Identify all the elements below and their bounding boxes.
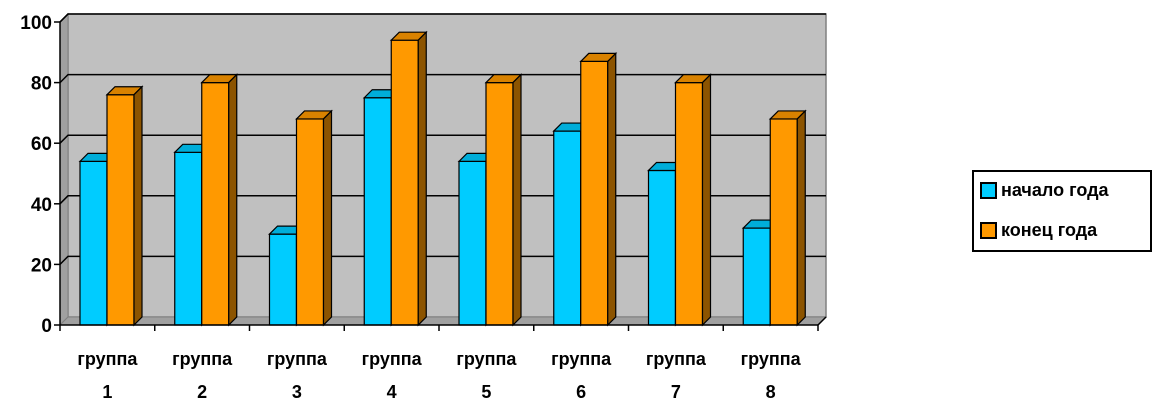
x-tick-label: группа 7 — [646, 349, 707, 402]
x-tick-label: группа 6 — [551, 349, 612, 402]
bar-side — [418, 32, 426, 325]
legend-swatch-end — [980, 222, 997, 239]
bar-front — [270, 234, 297, 325]
bar-side — [703, 75, 711, 325]
x-tick-label: группа 2 — [172, 349, 233, 402]
bar-front — [676, 83, 703, 325]
bar-side — [513, 75, 521, 325]
bar-front — [202, 83, 229, 325]
bar-front — [770, 119, 797, 325]
x-tick-label: группа 8 — [741, 349, 802, 402]
bar-side — [134, 87, 142, 325]
bar-front — [459, 161, 486, 325]
bar — [581, 53, 616, 325]
bar — [107, 87, 142, 325]
bar — [770, 111, 805, 325]
y-tick-label: 100 — [20, 13, 52, 34]
bar — [202, 75, 237, 325]
y-tick-label: 60 — [31, 134, 52, 155]
bar — [297, 111, 332, 325]
bar-front — [107, 95, 134, 325]
bar-front — [581, 61, 608, 325]
legend-item-end: конец года — [980, 220, 1097, 241]
bar — [486, 75, 521, 325]
x-tick-label: группа 1 — [77, 349, 138, 402]
bar-side — [608, 53, 616, 325]
bar-front — [554, 131, 581, 325]
bar-side — [797, 111, 805, 325]
legend-label-start: начало года — [1001, 180, 1109, 201]
bar-side — [229, 75, 237, 325]
bar — [391, 32, 426, 325]
bar-front — [486, 83, 513, 325]
legend-swatch-start — [980, 182, 997, 199]
x-tick-label: группа 4 — [362, 349, 423, 402]
y-tick-label: 40 — [31, 195, 52, 216]
bar-front — [175, 152, 202, 325]
y-tick-label: 80 — [31, 74, 52, 95]
legend: начало года конец года — [972, 170, 1152, 252]
side-wall — [60, 14, 68, 325]
bar-front — [364, 98, 391, 325]
bar-front — [743, 228, 770, 325]
y-tick-label: 20 — [31, 255, 52, 276]
x-tick-label: группа 3 — [267, 349, 328, 402]
bar-front — [297, 119, 324, 325]
legend-item-start: начало года — [980, 180, 1109, 201]
y-tick-label: 0 — [41, 316, 52, 337]
x-tick-label: группа 5 — [456, 349, 517, 402]
bar-side — [324, 111, 332, 325]
bar-front — [80, 161, 107, 325]
bar — [676, 75, 711, 325]
bar-front — [649, 170, 676, 325]
legend-label-end: конец года — [1001, 220, 1097, 241]
bar-front — [391, 40, 418, 325]
